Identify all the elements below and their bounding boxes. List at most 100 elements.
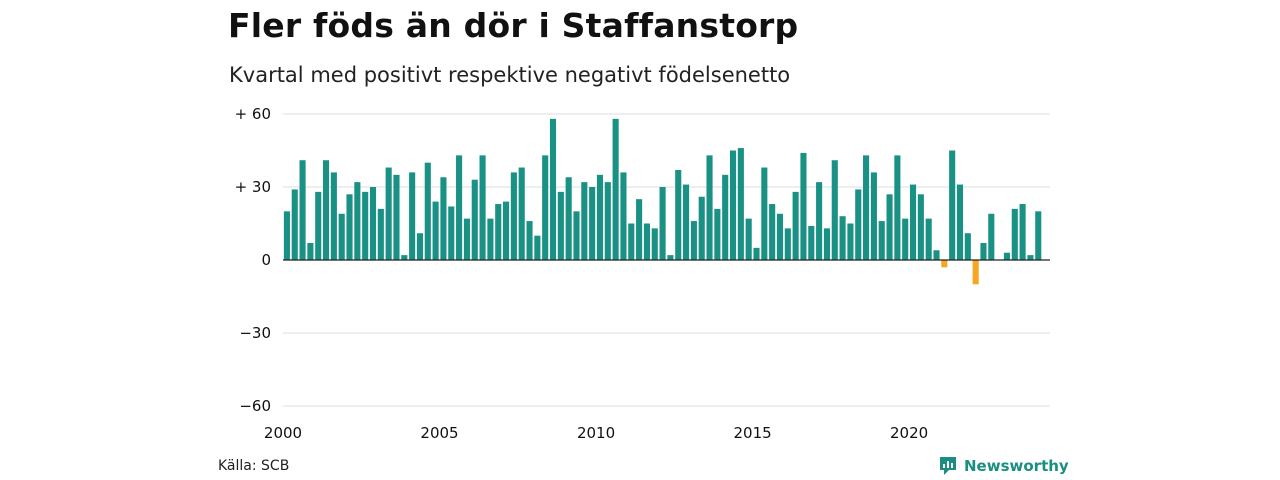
bar-positive [432, 201, 439, 260]
bar-positive [581, 182, 588, 260]
bar-positive [503, 201, 510, 260]
bar-positive [1019, 204, 1026, 260]
bar-positive [401, 255, 408, 260]
bar-positive [596, 174, 604, 260]
bar-positive [549, 118, 557, 261]
bar-positive [510, 172, 517, 260]
bar-positive [761, 167, 768, 260]
bar-positive [894, 155, 901, 260]
bar-positive [322, 160, 330, 260]
bar-positive [863, 155, 870, 260]
bar-positive [291, 189, 298, 260]
bar-positive [612, 118, 619, 261]
bar-positive [949, 150, 956, 260]
bar-positive [925, 218, 932, 260]
bar-positive [909, 184, 917, 260]
x-tick-label: 2015 [733, 424, 771, 442]
bar-positive [409, 172, 416, 260]
bar-negative [972, 260, 979, 285]
bar-positive [416, 233, 424, 260]
bar-positive [369, 187, 377, 260]
source-label: Källa: SCB [218, 458, 290, 474]
bar-positive [878, 221, 885, 260]
bars [283, 118, 1042, 285]
bar-positive [628, 223, 635, 260]
bar-positive [299, 160, 306, 260]
bar-positive [1003, 252, 1010, 260]
y-axis-ticks: + 60 + 30 0 −30 −60 [235, 105, 271, 415]
bar-positive [683, 184, 690, 260]
bar-positive [816, 182, 823, 260]
y-tick-label: −60 [239, 397, 271, 415]
y-tick-label: 0 [261, 251, 271, 269]
bar-positive [526, 221, 533, 260]
bar-positive [800, 152, 807, 260]
bar-positive [377, 208, 384, 260]
bar-positive [479, 155, 486, 260]
bar-positive [424, 162, 431, 260]
bar-positive [956, 184, 964, 260]
bar-positive [784, 228, 791, 260]
bar-positive [346, 194, 353, 260]
bar-positive [1011, 208, 1018, 260]
bar-positive [487, 218, 494, 260]
bar-positive [307, 242, 314, 260]
bar-positive [839, 216, 846, 260]
bar-positive [675, 169, 682, 260]
bar-positive [330, 172, 337, 260]
bar-positive [722, 174, 729, 260]
chart-title: Fler föds än dör i Staffanstorp [228, 6, 799, 45]
bar-positive [980, 242, 987, 260]
x-tick-label: 2010 [577, 424, 615, 442]
bar-negative [941, 260, 948, 268]
bar-positive [604, 182, 611, 260]
bar-positive [573, 211, 580, 260]
x-axis-ticks: 2000 2005 2010 2015 2020 [264, 424, 928, 442]
bar-positive [385, 167, 392, 260]
bar-positive [698, 196, 705, 260]
bar-positive [534, 235, 541, 260]
bar-positive [362, 191, 369, 260]
bar-positive [667, 255, 674, 260]
bar-positive [338, 213, 345, 260]
bar-positive [855, 189, 862, 260]
bar-positive [964, 233, 971, 260]
bar-positive [589, 187, 596, 260]
bar-positive [1035, 211, 1042, 260]
bar-positive [706, 155, 713, 260]
bar-positive [542, 155, 549, 260]
bar-chart: + 60 + 30 0 −30 −60 2000 2005 2010 2015 2020 [235, 105, 1050, 442]
bar-positive [651, 228, 658, 260]
bar-positive [933, 250, 940, 260]
bar-positive [988, 213, 995, 260]
bar-positive [557, 191, 564, 260]
x-tick-label: 2005 [420, 424, 458, 442]
bar-positive [659, 187, 666, 260]
x-tick-label: 2020 [890, 424, 928, 442]
bar-positive [737, 148, 744, 260]
bar-positive [729, 150, 737, 260]
bar-positive [315, 191, 322, 260]
brand-logo[interactable]: Newsworthy [938, 455, 1069, 477]
bar-positive [870, 172, 877, 260]
bar-positive [636, 199, 643, 260]
bar-positive [283, 211, 290, 260]
bar-positive [792, 191, 799, 260]
bar-positive [463, 218, 470, 260]
bar-positive [847, 223, 854, 260]
grid-lines [283, 113, 1050, 407]
bar-positive [471, 179, 478, 260]
bar-positive [886, 194, 893, 260]
bar-positive [745, 218, 752, 260]
bar-positive [917, 194, 924, 260]
bar-positive [440, 177, 447, 260]
bar-positive [902, 218, 909, 260]
bar-positive [753, 247, 760, 260]
bar-positive [1027, 255, 1034, 260]
bar-positive [769, 204, 776, 260]
bar-positive [620, 172, 627, 260]
bar-positive [643, 223, 650, 260]
bar-positive [495, 204, 502, 260]
bar-positive [565, 177, 572, 260]
bar-positive [456, 155, 463, 260]
